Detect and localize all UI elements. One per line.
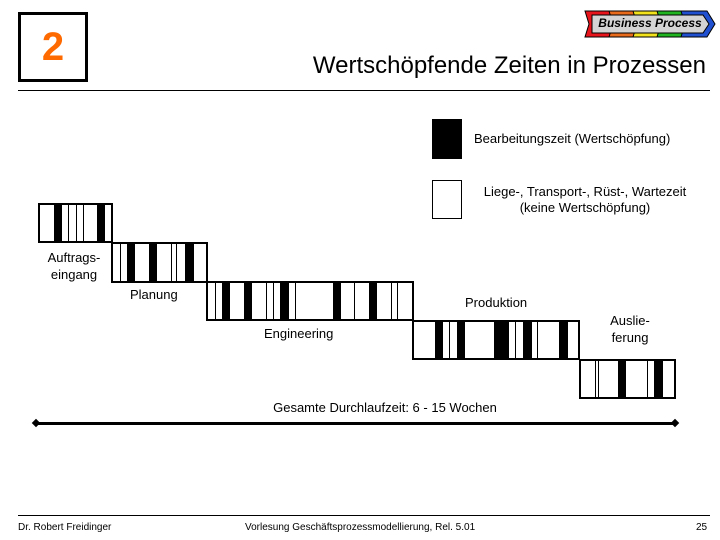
phase-label-line2: ferung — [611, 330, 649, 345]
step-connector — [413, 317, 414, 325]
value-adding-segment — [333, 283, 341, 319]
value-adding-segment — [222, 283, 230, 319]
segment-divider — [647, 361, 648, 397]
phase-label-planung: Planung — [130, 287, 178, 302]
step-connector — [579, 357, 580, 365]
legend-swatch-non-value-adding — [432, 180, 462, 219]
phase-label-line1: Auftrags- — [47, 250, 101, 265]
segment-divider — [83, 205, 84, 241]
legend-label-line2: (keine Wertschöpfung) — [519, 200, 651, 215]
phase-label-line2: eingang — [50, 267, 98, 282]
phase-label-auslieferung: Auslie- ferung — [600, 312, 660, 346]
total-duration-arrow — [36, 422, 676, 425]
segment-divider — [537, 322, 538, 358]
arrow-end-marker — [670, 418, 680, 428]
slide-number-box: 2 — [18, 12, 88, 82]
phase-label-produktion: Produktion — [465, 295, 528, 310]
step-connector — [112, 239, 113, 247]
value-adding-segment — [149, 244, 157, 281]
footer-course: Vorlesung Geschäftsprozessmodellierung, … — [245, 522, 476, 533]
segment-divider — [397, 283, 398, 319]
value-adding-segment — [494, 322, 509, 358]
phase-bar-auslieferung — [579, 359, 676, 399]
value-adding-segment — [97, 205, 105, 241]
segment-divider — [171, 244, 172, 281]
footer-page-number: 25 — [696, 522, 708, 533]
value-adding-segment — [654, 361, 663, 397]
phase-bar-auftragseingang — [38, 203, 113, 243]
segment-divider — [68, 205, 69, 241]
value-adding-segment — [457, 322, 465, 358]
phase-label-line1: Auslie- — [610, 313, 650, 328]
segment-divider — [515, 322, 516, 358]
phase-label-engineering: Engineering — [264, 326, 334, 341]
logo-text: Business Process — [598, 16, 702, 30]
total-duration-label: Gesamte Durchlaufzeit: 6 - 15 Wochen — [273, 400, 497, 415]
segment-divider — [354, 283, 355, 319]
legend-label-value-adding: Bearbeitungszeit (Wertschöpfung) — [474, 131, 671, 146]
page-title: Wertschöpfende Zeiten in Prozessen — [312, 52, 706, 79]
segment-divider — [120, 244, 121, 281]
segment-divider — [76, 205, 77, 241]
phase-bar-engineering — [206, 281, 414, 321]
value-adding-segment — [523, 322, 532, 358]
segment-divider — [273, 283, 274, 319]
value-adding-segment — [127, 244, 135, 281]
segment-divider — [266, 283, 267, 319]
value-adding-segment — [369, 283, 377, 319]
value-adding-segment — [559, 322, 568, 358]
segment-divider — [295, 283, 296, 319]
value-adding-segment — [435, 322, 443, 358]
value-adding-segment — [185, 244, 194, 281]
segment-divider — [595, 361, 596, 397]
step-connector — [207, 278, 208, 286]
value-adding-segment — [618, 361, 626, 397]
segment-divider — [598, 361, 599, 397]
arrow-start-marker — [31, 418, 41, 428]
segment-divider — [449, 322, 450, 358]
footer-divider — [18, 515, 710, 516]
value-adding-segment — [54, 205, 62, 241]
legend-label-non-value-adding: Liege-, Transport-, Rüst-, Wartezeit (ke… — [470, 184, 700, 216]
legend-swatch-value-adding — [432, 119, 462, 159]
business-process-logo — [584, 10, 716, 38]
phase-bar-planung — [111, 242, 208, 283]
phase-bar-produktion — [412, 320, 580, 360]
footer-author: Dr. Robert Freidinger — [18, 522, 112, 533]
segment-divider — [391, 283, 392, 319]
segment-divider — [176, 244, 177, 281]
slide-number: 2 — [41, 25, 65, 69]
value-adding-segment — [244, 283, 252, 319]
phase-label-auftragseingang: Auftrags- eingang — [40, 249, 108, 283]
segment-divider — [215, 283, 216, 319]
title-divider — [18, 90, 710, 91]
value-adding-segment — [280, 283, 289, 319]
legend-label-line1: Liege-, Transport-, Rüst-, Wartezeit — [483, 184, 687, 199]
